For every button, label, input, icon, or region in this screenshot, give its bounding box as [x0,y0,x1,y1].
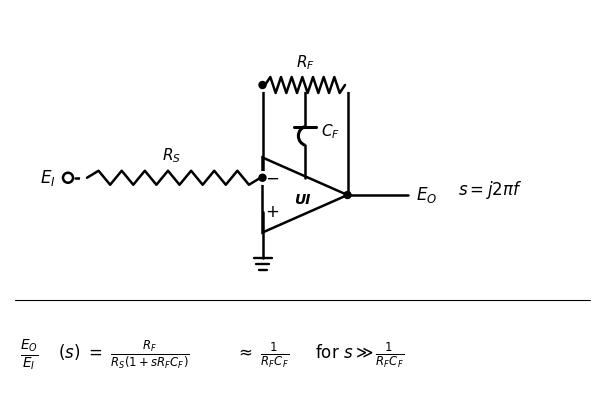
Text: $E_I$: $E_I$ [40,168,56,188]
Text: $(s)\ =\ \frac{R_F}{R_S(1 + sR_FC_F)}$: $(s)\ =\ \frac{R_F}{R_S(1 + sR_FC_F)}$ [58,339,190,371]
Circle shape [259,174,266,181]
Text: $\mathrm{for}\ s \gg \frac{1}{R_FC_F}$: $\mathrm{for}\ s \gg \frac{1}{R_FC_F}$ [315,340,404,370]
Text: $\frac{E_O}{E_I}$: $\frac{E_O}{E_I}$ [20,338,39,372]
Text: $R_F$: $R_F$ [296,53,314,72]
Text: $+$: $+$ [265,203,279,221]
Text: UI: UI [294,193,310,207]
Text: $-$: $-$ [265,169,279,187]
Text: $E_O$: $E_O$ [415,185,436,205]
Text: $\approx\ \frac{1}{R_FC_F}$: $\approx\ \frac{1}{R_FC_F}$ [235,340,289,370]
Circle shape [344,192,351,199]
Text: $R_S$: $R_S$ [163,146,181,165]
Circle shape [259,82,266,89]
Text: $s = j2\pi f$: $s = j2\pi f$ [458,179,522,201]
Text: $C_F$: $C_F$ [321,122,340,141]
